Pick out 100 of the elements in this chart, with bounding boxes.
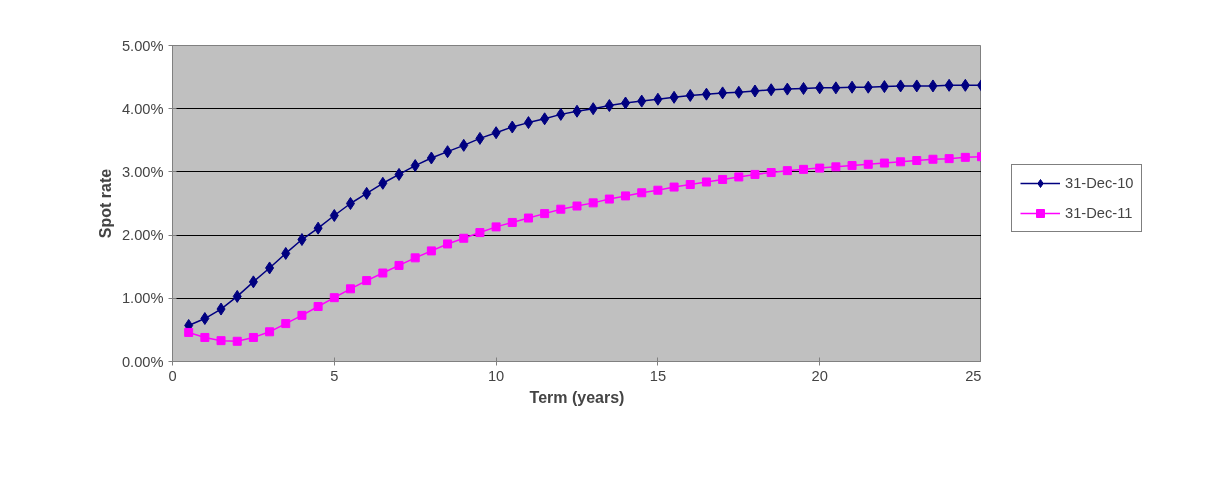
point [863, 80, 873, 94]
point [362, 276, 372, 286]
point [475, 228, 485, 238]
point [734, 85, 744, 99]
point [896, 79, 906, 93]
point [912, 156, 922, 166]
point [329, 293, 339, 303]
point [879, 80, 889, 94]
point [313, 221, 323, 235]
point [297, 233, 307, 247]
point [637, 94, 647, 108]
y-tick-label: 2.00% [121, 227, 164, 244]
point [426, 151, 436, 165]
point [491, 126, 501, 140]
point [928, 79, 938, 93]
legend-label: 31-Dec-11 [1065, 205, 1133, 221]
point [782, 82, 792, 96]
point [588, 198, 598, 208]
point [523, 116, 533, 130]
point [701, 87, 711, 101]
point [540, 209, 550, 219]
point [669, 90, 679, 104]
point [799, 81, 809, 95]
legend-label: 31-Dec-10 [1065, 175, 1134, 191]
point [928, 154, 938, 164]
point [685, 88, 695, 102]
point [329, 209, 339, 223]
point [653, 92, 663, 106]
point [799, 164, 809, 174]
point [345, 197, 355, 210]
point [394, 260, 404, 270]
point [345, 284, 355, 294]
point [200, 312, 210, 326]
y-tick-label: 1.00% [121, 290, 164, 307]
point [362, 186, 372, 200]
point [378, 176, 388, 190]
point [944, 78, 954, 92]
point [621, 191, 631, 201]
point [685, 180, 695, 190]
point [394, 167, 404, 181]
point [637, 188, 647, 198]
point [588, 102, 598, 116]
point [459, 233, 469, 243]
x-tick-label: 25 [965, 367, 982, 384]
point [831, 81, 841, 95]
point [248, 275, 258, 289]
point [216, 302, 226, 316]
point [572, 201, 582, 211]
point [443, 145, 453, 159]
point [540, 112, 550, 126]
point [184, 327, 194, 337]
point [960, 78, 970, 92]
point [750, 169, 760, 179]
point [734, 172, 744, 182]
point [281, 319, 291, 329]
point [718, 174, 728, 184]
point [815, 81, 825, 95]
point [313, 302, 323, 312]
point [944, 154, 954, 164]
x-tick-label: 5 [330, 367, 339, 384]
point [847, 80, 857, 94]
point [766, 168, 776, 178]
x-tick-label: 10 [487, 367, 505, 384]
y-tick-label: 4.00% [121, 100, 164, 117]
point [879, 158, 889, 168]
point [766, 83, 776, 97]
point [410, 159, 420, 173]
x-tick-label: 15 [649, 367, 667, 384]
point [604, 99, 614, 113]
point [216, 336, 226, 346]
point [297, 310, 307, 320]
y-axis-title: Spot rate [96, 168, 114, 239]
point [653, 185, 663, 195]
point [378, 268, 388, 278]
point [782, 166, 792, 176]
point [265, 327, 275, 337]
point [265, 261, 275, 275]
point [815, 163, 825, 173]
point [507, 120, 517, 134]
point [863, 159, 873, 169]
point [831, 162, 841, 172]
point [604, 194, 614, 204]
point [523, 213, 533, 223]
point [556, 107, 566, 121]
point [896, 157, 906, 167]
point [701, 177, 711, 187]
point [847, 161, 857, 171]
point [669, 182, 679, 192]
point [281, 246, 291, 260]
point [248, 332, 258, 342]
point [718, 86, 728, 100]
x-tick-label: 20 [811, 367, 828, 384]
point [200, 332, 210, 342]
point [960, 152, 970, 162]
y-tick-label: 5.00% [121, 37, 164, 54]
point [912, 79, 922, 93]
point [507, 217, 517, 227]
point [232, 289, 242, 303]
point [750, 84, 760, 98]
point [475, 131, 485, 145]
